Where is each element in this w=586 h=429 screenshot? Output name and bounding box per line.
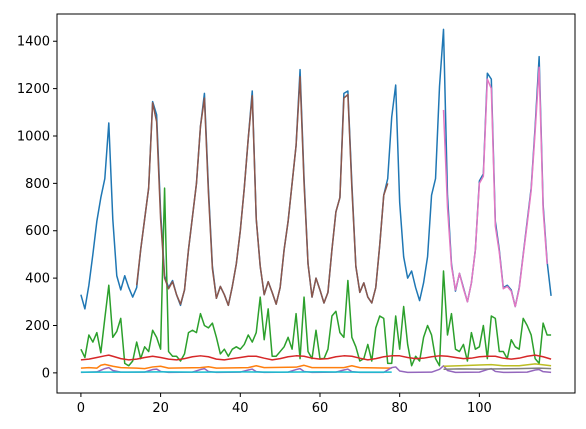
x-axis: 0 20 40 60 80 100: [77, 393, 492, 416]
y-tick-label: 600: [25, 224, 50, 239]
plot-frame: [56, 13, 576, 394]
y-tick-label: 1000: [17, 129, 50, 144]
series-line-9: [443, 363, 552, 367]
y-tick-label: 1400: [17, 35, 50, 50]
y-tick-label: 800: [25, 177, 50, 192]
series-line-8: [443, 367, 552, 371]
x-tick-label: 60: [312, 401, 329, 416]
y-tick-label: 1200: [17, 82, 50, 97]
series-line-4: [80, 354, 552, 361]
series-layer: [80, 28, 552, 374]
y-tick-label: 200: [25, 319, 50, 334]
y-tick-label: 400: [25, 272, 50, 287]
x-tick-label: 80: [391, 401, 408, 416]
x-tick-label: 40: [232, 401, 249, 416]
series-line-2: [80, 363, 392, 370]
series-line-1: [80, 28, 552, 310]
series-line-7: [442, 66, 548, 308]
x-tick-label: 0: [77, 401, 85, 416]
series-line-6: [135, 76, 389, 307]
y-axis: 0 200 400 600 800 1000 1200 1400: [17, 35, 57, 381]
series-line-3: [80, 187, 552, 367]
x-tick-label: 20: [152, 401, 169, 416]
x-tick-label: 100: [467, 401, 492, 416]
y-tick-label: 0: [42, 366, 50, 381]
